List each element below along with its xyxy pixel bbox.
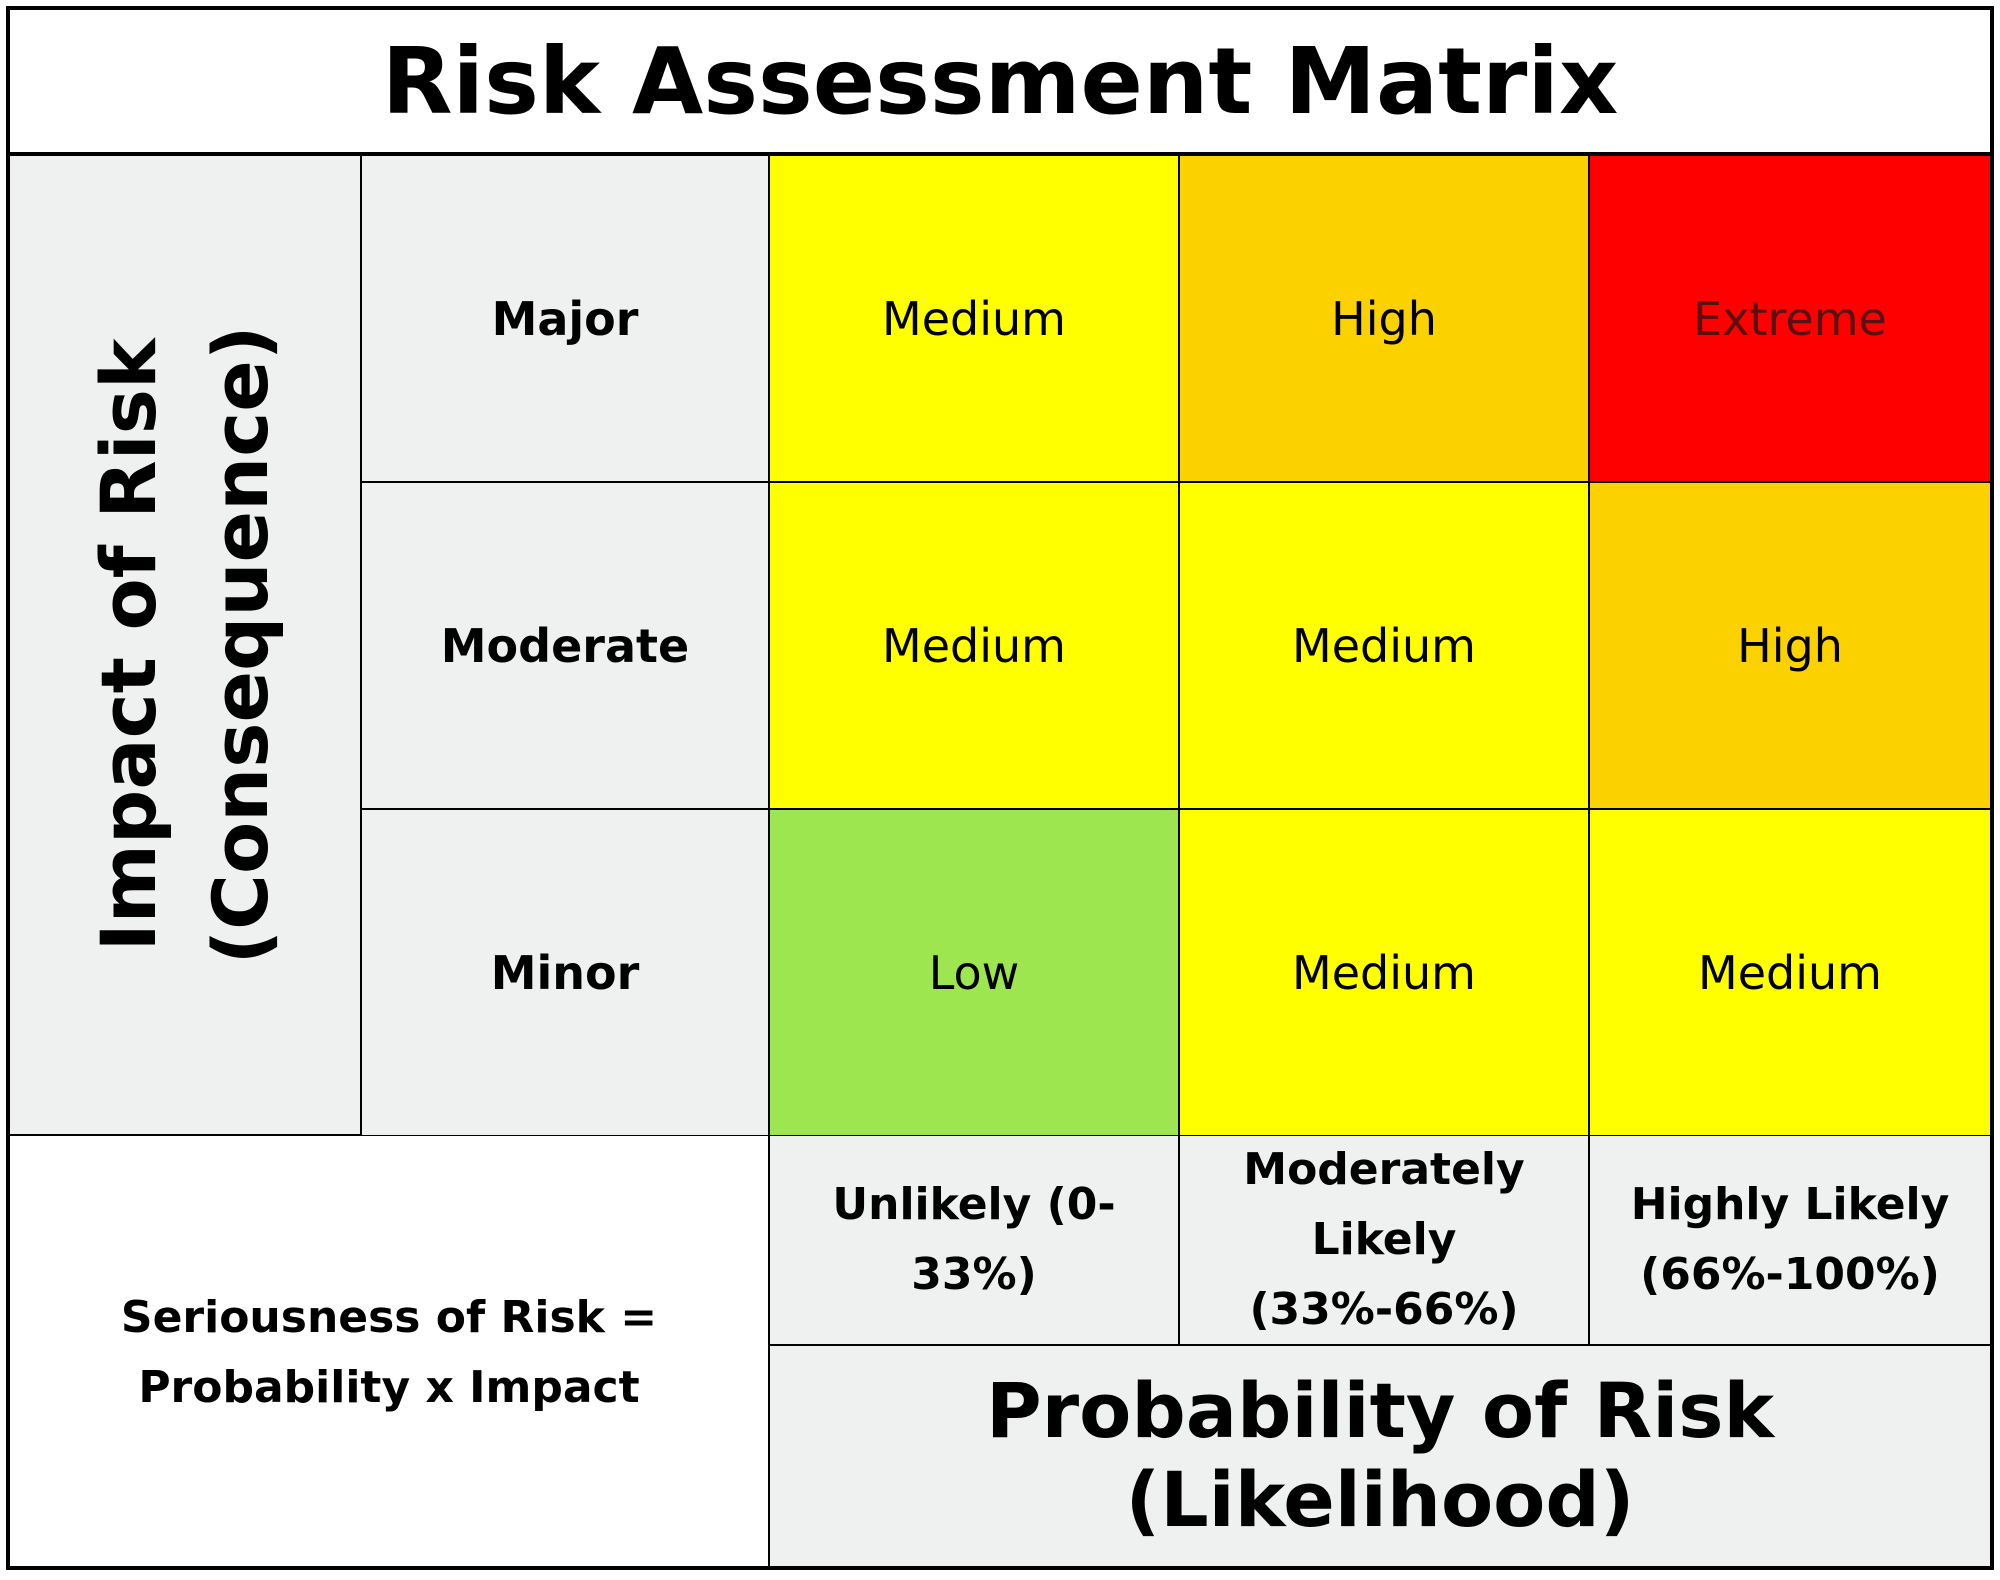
risk-cell-minor-moderately-likely: Medium <box>1180 810 1590 1137</box>
risk-cell-moderate-highly-likely: High <box>1590 483 1990 810</box>
probability-level-highly-likely: Highly Likely (66%-100%) <box>1590 1136 1990 1346</box>
x-axis-label: Probability of Risk (Likelihood) <box>770 1346 1990 1566</box>
y-axis-label-text: Impact of Risk (Consequence) <box>73 325 297 964</box>
risk-cell-moderate-unlikely: Medium <box>770 483 1180 810</box>
formula-line2: Probability x Impact <box>138 1362 640 1413</box>
formula-note: Seriousness of Risk = Probability x Impa… <box>10 1136 770 1566</box>
risk-cell-major-moderately-likely: High <box>1180 156 1590 483</box>
risk-cell-minor-highly-likely: Medium <box>1590 810 1990 1137</box>
probability-level-moderately-likely: Moderately Likely (33%-66%) <box>1180 1136 1590 1346</box>
y-axis-label-line1: Impact of Risk <box>84 338 173 952</box>
matrix-title: Risk Assessment Matrix <box>10 10 1990 156</box>
impact-level-major: Major <box>362 156 770 483</box>
y-axis-label: Impact of Risk (Consequence) <box>10 156 362 1136</box>
risk-cell-major-unlikely: Medium <box>770 156 1180 483</box>
probability-level-unlikely: Unlikely (0-33%) <box>770 1136 1180 1346</box>
risk-cell-minor-unlikely: Low <box>770 810 1180 1137</box>
impact-level-moderate: Moderate <box>362 483 770 810</box>
impact-level-minor: Minor <box>362 810 770 1137</box>
formula-line1: Seriousness of Risk = <box>120 1292 658 1343</box>
risk-matrix-frame: Risk Assessment Matrix Impact of Risk (C… <box>6 6 1994 1570</box>
risk-cell-moderate-moderately-likely: Medium <box>1180 483 1590 810</box>
risk-cell-major-highly-likely: Extreme <box>1590 156 1990 483</box>
y-axis-label-line2: (Consequence) <box>196 325 285 965</box>
